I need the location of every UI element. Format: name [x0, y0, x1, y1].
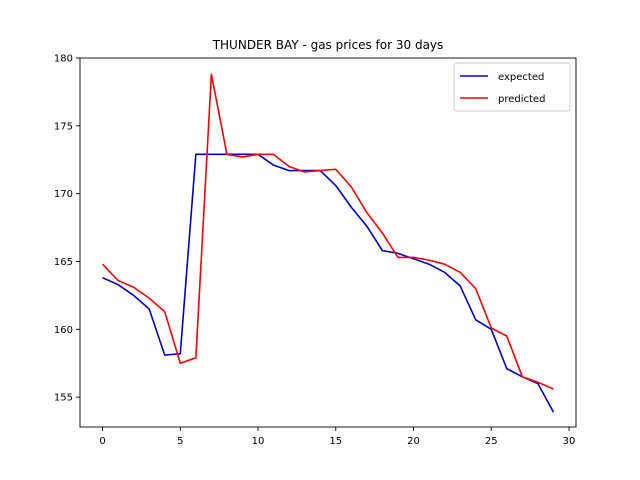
x-tick-label: 10	[252, 436, 265, 447]
y-tick-label: 175	[54, 121, 73, 132]
legend: expected predicted	[453, 62, 571, 112]
x-tick-label: 20	[407, 436, 420, 447]
legend-label-predicted: predicted	[498, 94, 545, 105]
legend-label-expected: expected	[498, 72, 544, 83]
y-tick-label: 155	[54, 393, 73, 404]
x-tick-label: 25	[485, 436, 498, 447]
x-tick-label: 0	[99, 436, 105, 447]
x-axis: 0 5 10 15 20 25 30	[99, 427, 575, 447]
y-tick-label: 180	[54, 54, 73, 65]
x-tick-label: 5	[177, 436, 183, 447]
chart-title: THUNDER BAY - gas prices for 30 days	[212, 38, 444, 52]
y-tick-label: 170	[54, 189, 73, 200]
plot-frame	[79, 57, 577, 428]
x-tick-label: 30	[563, 436, 576, 447]
y-axis: 155 160 165 170 175 180	[54, 54, 80, 404]
y-tick-label: 165	[54, 257, 73, 268]
legend-box	[453, 62, 571, 112]
y-tick-label: 160	[54, 325, 73, 336]
series-layer	[101, 73, 555, 413]
x-tick-label: 15	[329, 436, 342, 447]
series-line-predicted	[101, 73, 554, 390]
